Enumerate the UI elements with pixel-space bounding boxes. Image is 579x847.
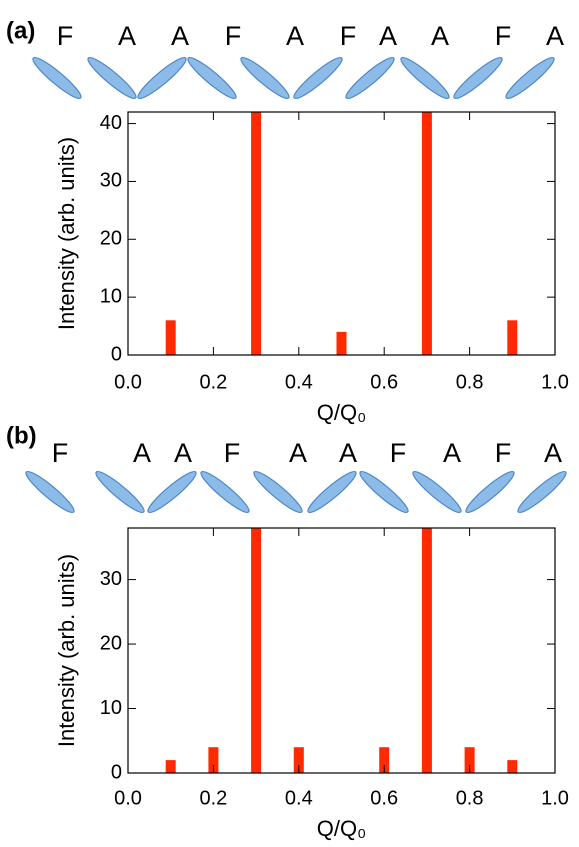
sequence-letter: A (443, 438, 461, 468)
panel-label: (a) (6, 17, 35, 44)
x-tick-label: 0.2 (199, 787, 227, 809)
bar (208, 747, 219, 773)
molecule (345, 56, 395, 100)
sequence-letter: A (286, 21, 304, 51)
sequence-letter: F (57, 21, 74, 51)
y-tick-label: 30 (100, 170, 122, 192)
bar (507, 320, 518, 355)
molecule (359, 470, 409, 514)
sequence-letter: A (133, 438, 151, 468)
bar (421, 528, 432, 773)
molecule (32, 56, 82, 100)
molecule (95, 470, 145, 514)
y-axis-title: Intensity (arb. units) (54, 137, 79, 330)
x-tick-label: 1.0 (541, 371, 569, 393)
sequence-letter: A (289, 438, 307, 468)
bar (165, 320, 176, 355)
sequence-letter: A (431, 21, 449, 51)
y-tick-label: 0 (111, 343, 122, 365)
molecule (87, 56, 137, 100)
molecule (187, 56, 237, 100)
x-tick-label: 0.6 (370, 371, 398, 393)
sequence-letter: A (546, 21, 564, 51)
sequence-letter: A (171, 21, 189, 51)
molecule (307, 470, 357, 514)
bar (251, 528, 262, 773)
x-axis-title: Q/Q₀ (317, 816, 366, 841)
x-tick-label: 1.0 (541, 787, 569, 809)
molecule (240, 56, 290, 100)
sequence-letter: F (495, 438, 512, 468)
molecule (253, 470, 303, 514)
x-tick-label: 0.4 (285, 787, 313, 809)
bar (293, 747, 304, 773)
bar (421, 112, 432, 355)
y-tick-label: 40 (100, 112, 122, 134)
sequence-letter: A (379, 21, 397, 51)
sequence-letter: A (174, 438, 192, 468)
molecule (517, 470, 567, 514)
molecule (137, 56, 187, 100)
molecule (200, 470, 250, 514)
molecule (25, 470, 75, 514)
plot-frame (127, 527, 556, 774)
sequence-letter: A (544, 438, 562, 468)
bar (165, 760, 176, 773)
bar (336, 331, 347, 355)
molecule (453, 56, 503, 100)
y-tick-label: 10 (100, 285, 122, 307)
x-axis-title: Q/Q₀ (317, 400, 366, 425)
y-tick-label: 10 (100, 697, 122, 719)
x-tick-label: 0.2 (199, 371, 227, 393)
x-tick-label: 0.6 (370, 787, 398, 809)
sequence-letter: F (224, 438, 241, 468)
sequence-letter: F (52, 438, 69, 468)
y-tick-label: 20 (100, 228, 122, 250)
x-tick-label: 0.0 (114, 787, 142, 809)
sequence-letter: F (495, 21, 512, 51)
sequence-letter: F (340, 21, 357, 51)
x-tick-label: 0.4 (285, 371, 313, 393)
bar (251, 112, 262, 355)
x-tick-label: 0.8 (456, 371, 484, 393)
molecule (505, 56, 555, 100)
molecule (465, 470, 515, 514)
y-tick-label: 30 (100, 568, 122, 590)
sequence-letter: A (339, 438, 357, 468)
y-tick-label: 20 (100, 632, 122, 654)
bar (379, 747, 390, 773)
plot-frame (127, 111, 556, 356)
y-tick-label: 0 (111, 761, 122, 783)
x-tick-label: 0.8 (456, 787, 484, 809)
molecule (412, 470, 462, 514)
x-tick-label: 0.0 (114, 371, 142, 393)
sequence-letter: F (225, 21, 242, 51)
y-axis-title: Intensity (arb. units) (54, 554, 79, 747)
bar (507, 760, 518, 773)
bar (464, 747, 475, 773)
molecule (293, 56, 343, 100)
panel-label: (b) (6, 422, 37, 449)
molecule (400, 56, 450, 100)
sequence-letter: F (390, 438, 407, 468)
sequence-letter: A (118, 21, 136, 51)
molecule (147, 470, 197, 514)
